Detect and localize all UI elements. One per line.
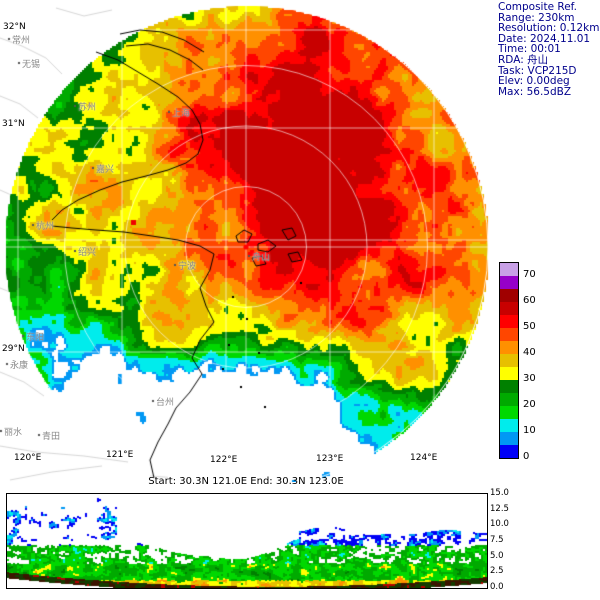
colorbar-segment xyxy=(500,380,518,393)
radar-ppi-canvas xyxy=(0,0,492,482)
info-line: Task: VCP215D xyxy=(498,64,577,77)
colorbar-segment xyxy=(500,393,518,406)
cross-section-title: Start: 30.3N 121.0E End: 30.3N 123.0E xyxy=(148,476,344,487)
colorbar-tick-label: 20 xyxy=(523,399,536,410)
colorbar-segment xyxy=(500,289,518,302)
colorbar-tick-label: 60 xyxy=(523,295,536,306)
info-line: Composite Ref. xyxy=(498,1,577,13)
info-panel: Composite Ref. Range: 230km Resolution: 0.… xyxy=(498,2,600,97)
colorbar-segment xyxy=(500,328,518,341)
info-line: Elev: 0.00deg xyxy=(498,75,570,88)
height-axis-label: 15.0 xyxy=(490,488,509,498)
info-line: Date: 2024.11.01 xyxy=(498,32,591,45)
colorbar-tick-label: 40 xyxy=(523,347,536,358)
info-line: Resolution: 0.12km xyxy=(498,22,600,35)
info-line: Range: 230km xyxy=(498,11,575,24)
height-axis-label: 12.5 xyxy=(490,503,509,514)
colorbar-segment xyxy=(500,302,518,315)
colorbar-segment xyxy=(500,276,518,289)
radar-display-area: 32°N 31°N 29°N 120°E 121°E 122°E 123°E 124°E 常州无… xyxy=(0,0,492,482)
colorbar-segment xyxy=(500,367,518,380)
colorbar-segment xyxy=(500,341,518,354)
colorbar-segment xyxy=(500,419,518,432)
height-axis-label: 10.0 xyxy=(490,519,509,530)
height-axis-label: 2.5 xyxy=(490,566,504,577)
colorbar-segment xyxy=(500,406,518,419)
height-axis-label: 5.0 xyxy=(490,550,504,561)
cross-section-panel xyxy=(6,493,488,589)
height-axis-label: 0.0 xyxy=(490,582,504,592)
colorbar-segment xyxy=(500,354,518,367)
colorbar-segment xyxy=(500,315,518,328)
height-axis-label: 7.5 xyxy=(490,535,504,545)
colorbar-tick-label: 50 xyxy=(523,321,536,332)
info-line: Time: 00:01 xyxy=(498,43,561,56)
colorbar-tick-label: 0 xyxy=(523,451,530,462)
colorbar-tick-label: 10 xyxy=(523,425,536,436)
info-line: Max: 56.5dBZ xyxy=(498,85,572,98)
colorbar-segment xyxy=(500,432,518,445)
colorbar-bar xyxy=(499,262,519,459)
colorbar-tick-label: 30 xyxy=(523,373,536,384)
colorbar-segment xyxy=(500,445,518,458)
info-line: RDA: 舟山 xyxy=(498,53,549,66)
colorbar-segment xyxy=(500,263,518,276)
colorbar-tick-label: 70 xyxy=(523,269,536,280)
cross-section-canvas xyxy=(7,494,487,588)
